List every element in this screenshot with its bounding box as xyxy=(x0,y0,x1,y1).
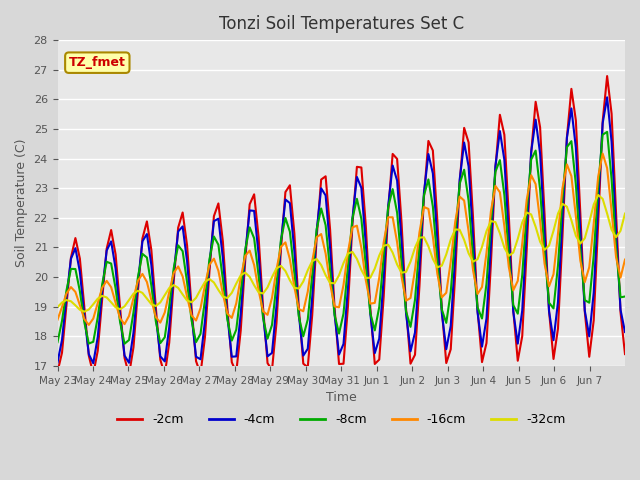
-4cm xyxy=(545,308,553,314)
-2cm xyxy=(196,371,204,377)
-16cm xyxy=(196,305,204,311)
-16cm xyxy=(54,317,61,323)
-2cm xyxy=(545,308,553,314)
-2cm xyxy=(125,372,133,378)
-16cm xyxy=(599,151,607,156)
-32cm xyxy=(353,256,361,262)
-8cm xyxy=(599,132,607,138)
-8cm xyxy=(121,341,129,347)
-4cm xyxy=(599,120,607,126)
-2cm xyxy=(268,367,276,373)
-8cm xyxy=(268,322,276,328)
-16cm xyxy=(621,257,629,263)
-4cm xyxy=(90,360,97,366)
Legend: -2cm, -4cm, -8cm, -16cm, -32cm: -2cm, -4cm, -8cm, -16cm, -32cm xyxy=(112,408,570,432)
-4cm xyxy=(196,356,204,362)
-16cm xyxy=(85,322,93,328)
-4cm xyxy=(621,329,629,335)
-16cm xyxy=(353,223,361,228)
-16cm xyxy=(291,284,298,290)
-8cm xyxy=(196,331,204,336)
-8cm xyxy=(604,129,611,135)
Title: Tonzi Soil Temperatures Set C: Tonzi Soil Temperatures Set C xyxy=(219,15,464,33)
-16cm xyxy=(268,295,276,300)
-32cm xyxy=(291,285,298,291)
-2cm xyxy=(353,164,361,170)
-8cm xyxy=(545,300,553,306)
-16cm xyxy=(604,165,611,171)
-4cm xyxy=(268,350,276,356)
-4cm xyxy=(353,174,361,180)
-2cm xyxy=(604,73,611,79)
-32cm xyxy=(81,309,88,314)
-32cm xyxy=(621,211,629,216)
Line: -32cm: -32cm xyxy=(58,195,625,312)
-8cm xyxy=(291,270,298,276)
Line: -2cm: -2cm xyxy=(58,76,625,375)
-4cm xyxy=(54,360,61,365)
-32cm xyxy=(595,192,602,198)
-2cm xyxy=(54,369,61,375)
-16cm xyxy=(545,283,553,289)
-2cm xyxy=(621,351,629,357)
-32cm xyxy=(604,211,611,216)
Line: -16cm: -16cm xyxy=(58,154,625,325)
Line: -8cm: -8cm xyxy=(58,132,625,344)
-32cm xyxy=(54,304,61,310)
-32cm xyxy=(545,243,553,249)
-2cm xyxy=(291,230,298,236)
-4cm xyxy=(291,248,298,254)
-4cm xyxy=(604,95,611,100)
-32cm xyxy=(268,274,276,280)
-2cm xyxy=(599,119,607,124)
-8cm xyxy=(54,339,61,345)
Line: -4cm: -4cm xyxy=(58,97,625,363)
-32cm xyxy=(196,287,204,292)
X-axis label: Time: Time xyxy=(326,391,356,404)
Text: TZ_fmet: TZ_fmet xyxy=(69,56,125,69)
-8cm xyxy=(353,196,361,202)
-8cm xyxy=(621,294,629,300)
Y-axis label: Soil Temperature (C): Soil Temperature (C) xyxy=(15,139,28,267)
